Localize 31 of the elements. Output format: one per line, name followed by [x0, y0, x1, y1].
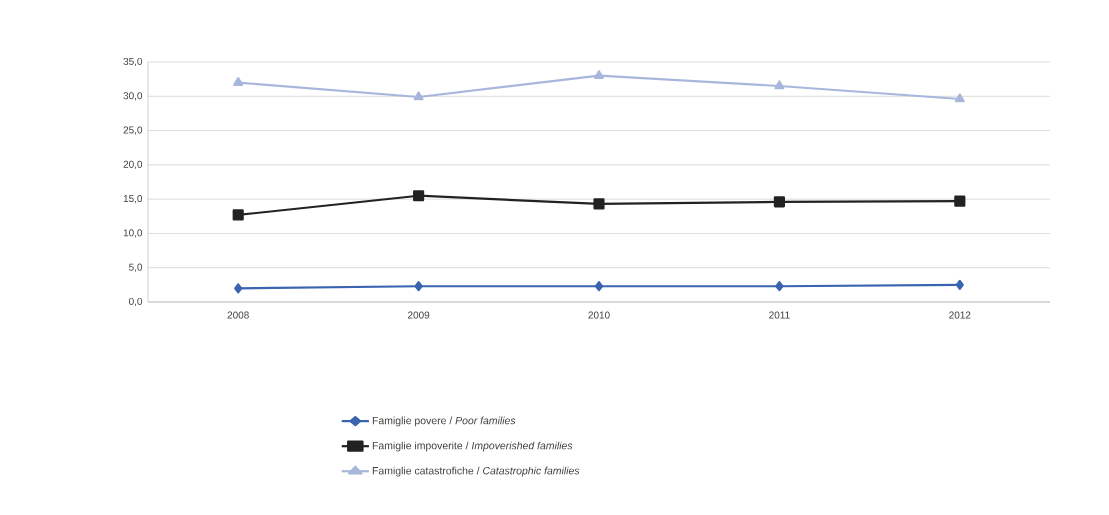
point: [775, 281, 784, 292]
point: [413, 91, 424, 101]
legend-label: Famiglie povere / Poor families: [372, 416, 516, 427]
legend-label: Famiglie impoverite / Impoverished families: [372, 441, 573, 452]
point: [774, 80, 785, 90]
legend-label: Famiglie catastrofiche / Catastrophic families: [372, 466, 580, 477]
x-tick-label: 2009: [408, 311, 430, 319]
point: [233, 76, 244, 86]
y-tick-label: 30,0: [123, 92, 143, 101]
y-tick-label: 25,0: [123, 126, 143, 135]
point: [773, 196, 785, 208]
point: [955, 279, 964, 290]
point: [232, 209, 244, 221]
y-tick-label: 5,0: [129, 263, 143, 272]
point: [593, 198, 605, 210]
point: [594, 281, 604, 292]
y-tick-label: 0,0: [129, 297, 143, 307]
x-tick-label: 2011: [769, 311, 790, 319]
x-tick-label: 2008: [227, 311, 249, 319]
y-tick-label: 35,0: [123, 57, 143, 67]
x-tick-label: 2012: [949, 311, 971, 319]
y-tick-label: 20,0: [123, 160, 143, 169]
point: [954, 195, 966, 207]
point: [954, 93, 965, 103]
point: [413, 190, 425, 202]
y-tick-label: 10,0: [123, 229, 143, 238]
point: [594, 70, 604, 80]
y-tick-label: 15,0: [123, 195, 143, 204]
point: [414, 281, 423, 292]
x-tick-label: 2010: [588, 311, 610, 319]
point: [234, 283, 243, 294]
